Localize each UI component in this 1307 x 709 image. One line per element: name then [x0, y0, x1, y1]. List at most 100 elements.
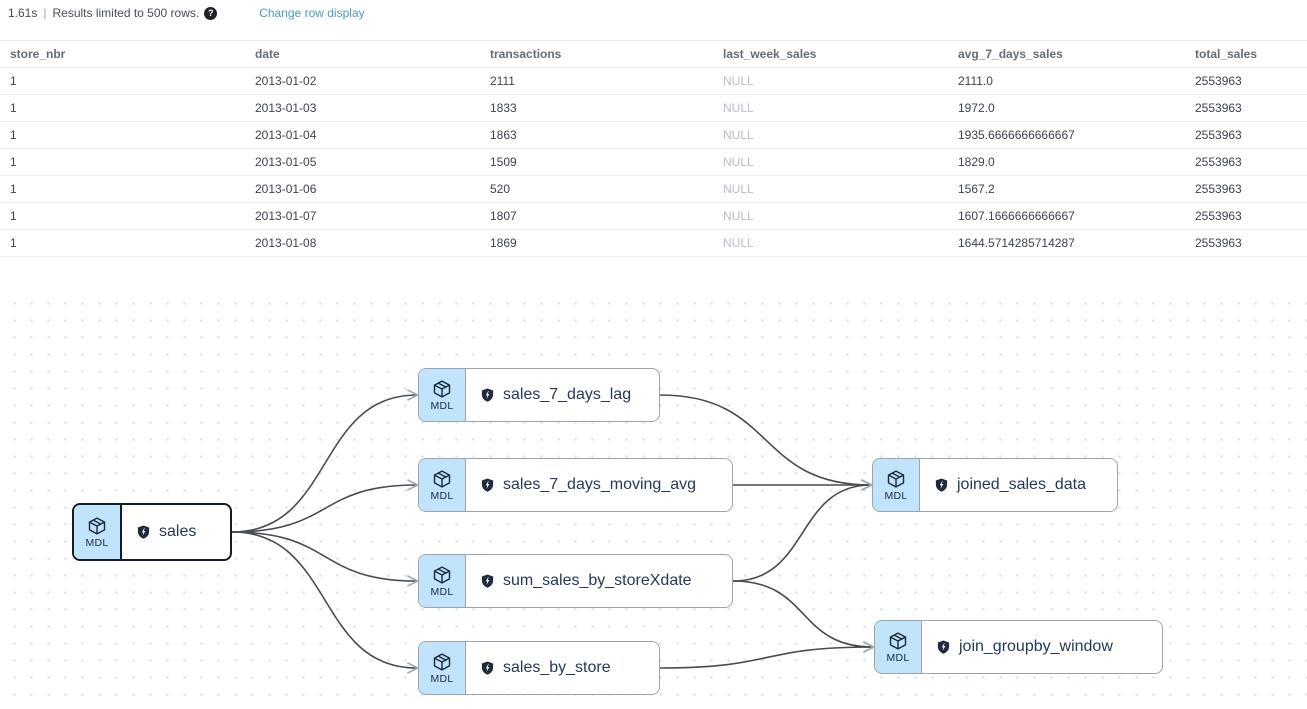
table-cell: 1972.0	[948, 94, 1185, 122]
table-cell: 2553963	[1185, 67, 1307, 95]
table-cell: 2111	[480, 67, 713, 95]
lineage-edge-sales-to-sum_sales_by_storeXdate	[231, 531, 417, 581]
table-cell: 2553963	[1185, 121, 1307, 149]
model-node-join_groupby_window[interactable]: MDL join_groupby_window	[874, 620, 1163, 674]
lineage-edge-sales_7_days_lag-to-joined_sales_data	[659, 394, 871, 485]
cube-icon	[888, 631, 908, 651]
table-cell: 2013-01-03	[245, 94, 480, 122]
shield-icon	[480, 477, 495, 493]
lineage-edge-sales-to-sales_by_store	[231, 531, 417, 668]
model-node-sales_by_store[interactable]: MDL sales_by_store	[418, 641, 660, 695]
lineage-edge-sales-to-sales_7_days_lag	[231, 395, 417, 533]
column-header-date: date	[245, 40, 480, 68]
model-node-sales_7_days_lag[interactable]: MDL sales_7_days_lag	[418, 368, 660, 422]
column-header-transactions: transactions	[480, 40, 713, 68]
shield-icon	[136, 524, 151, 540]
table-cell: NULL	[713, 94, 948, 122]
shield-icon	[934, 477, 949, 493]
cube-icon	[432, 469, 452, 489]
table-cell: 2013-01-04	[245, 121, 480, 149]
table-cell: 1	[0, 67, 245, 95]
node-body: sales_7_days_lag	[466, 369, 645, 421]
shield-icon	[936, 639, 951, 655]
mdl-badge-label: MDL	[430, 672, 454, 685]
table-cell: 520	[480, 175, 713, 203]
status-divider: |	[43, 6, 47, 20]
mdl-badge-label: MDL	[430, 585, 454, 598]
model-name-label: sales_7_days_lag	[503, 386, 632, 403]
table-row: 1 2013-01-06 520 NULL 1567.2 2553963	[0, 175, 1307, 203]
mdl-badge: MDL	[419, 642, 466, 694]
column-header-store_nbr: store_nbr	[0, 40, 245, 68]
table-cell: 1833	[480, 94, 713, 122]
table-cell: 1	[0, 229, 245, 257]
lineage-edge-sum_sales_by_storeXdate-to-join_groupby_window	[732, 580, 873, 647]
lineage-edge-sales-to-sales_7_days_moving_avg	[231, 485, 417, 533]
mdl-badge-label: MDL	[884, 489, 908, 502]
model-name-label: sales_by_store	[503, 659, 611, 676]
table-cell: 1869	[480, 229, 713, 257]
table-cell: 1	[0, 121, 245, 149]
model-node-joined_sales_data[interactable]: MDL joined_sales_data	[872, 458, 1118, 512]
table-cell: 2013-01-06	[245, 175, 480, 203]
table-cell: 2553963	[1185, 175, 1307, 203]
table-cell: 1829.0	[948, 148, 1185, 176]
query-results-table: store_nbr date transactions last_week_sales…	[0, 40, 1307, 257]
table-header-row: store_nbr date transactions last_week_sales…	[0, 40, 1307, 68]
mdl-badge-label: MDL	[886, 651, 910, 664]
model-name-label: joined_sales_data	[957, 476, 1086, 493]
lineage-edges	[231, 300, 1307, 709]
table-cell: 2553963	[1185, 202, 1307, 230]
table-cell: 1509	[480, 148, 713, 176]
table-row: 1 2013-01-02 2111 NULL 2111.0 2553963	[0, 67, 1307, 95]
model-name-label: sum_sales_by_storeXdate	[503, 572, 692, 589]
shield-icon	[480, 387, 495, 403]
mdl-badge-label: MDL	[85, 536, 109, 549]
table-row: 1 2013-01-05 1509 NULL 1829.0 2553963	[0, 148, 1307, 176]
table-cell: NULL	[713, 175, 948, 203]
cube-icon	[432, 565, 452, 585]
table-cell: NULL	[713, 229, 948, 257]
table-cell: 2013-01-05	[245, 148, 480, 176]
mdl-badge-label: MDL	[430, 489, 454, 502]
table-cell: 2553963	[1185, 229, 1307, 257]
table-row: 1 2013-01-07 1807 NULL 1607.1666666666667 255…	[0, 202, 1307, 230]
lineage-canvas[interactable]: MDL sales MDL sales_7_days_lag MDL sales_7_da…	[0, 300, 1307, 709]
model-name-label: sales	[159, 523, 197, 540]
node-body: sales_by_store	[466, 642, 625, 694]
cube-icon	[432, 379, 452, 399]
table-cell: 1	[0, 148, 245, 176]
table-cell: 1	[0, 175, 245, 203]
mdl-badge: MDL	[419, 555, 466, 607]
mdl-badge-label: MDL	[430, 399, 454, 412]
table-cell: 2111.0	[948, 67, 1185, 95]
cube-icon	[87, 516, 107, 536]
table-cell: NULL	[713, 148, 948, 176]
node-body: joined_sales_data	[920, 459, 1100, 511]
cube-icon	[432, 652, 452, 672]
model-node-sum_sales_by_storeXdate[interactable]: MDL sum_sales_by_storeXdate	[418, 554, 733, 608]
table-row: 1 2013-01-08 1869 NULL 1644.5714285714287 255…	[0, 229, 1307, 257]
table-cell: 1863	[480, 121, 713, 149]
table-cell: 2013-01-08	[245, 229, 480, 257]
column-header-avg_7_days_sales: avg_7_days_sales	[948, 40, 1185, 68]
table-cell: 2013-01-02	[245, 67, 480, 95]
mdl-badge: MDL	[74, 505, 122, 559]
lineage-edge-sales_by_store-to-join_groupby_window	[659, 647, 873, 669]
question-circle-icon[interactable]: ?	[204, 6, 218, 20]
table-cell: NULL	[713, 202, 948, 230]
table-cell: 2013-01-07	[245, 202, 480, 230]
table-cell: 1807	[480, 202, 713, 230]
node-body: sales_7_days_moving_avg	[466, 459, 710, 511]
change-row-display-link[interactable]: Change row display	[259, 6, 365, 20]
table-cell: 1567.2	[948, 175, 1185, 203]
model-node-sales_7_days_moving_avg[interactable]: MDL sales_7_days_moving_avg	[418, 458, 733, 512]
column-header-last_week_sales: last_week_sales	[713, 40, 948, 68]
table-cell: 1644.5714285714287	[948, 229, 1185, 257]
table-cell: 1	[0, 202, 245, 230]
model-node-sales[interactable]: MDL sales	[72, 503, 232, 561]
table-cell: 1607.1666666666667	[948, 202, 1185, 230]
query-duration: 1.61s	[8, 6, 38, 20]
table-row: 1 2013-01-03 1833 NULL 1972.0 2553963	[0, 94, 1307, 122]
